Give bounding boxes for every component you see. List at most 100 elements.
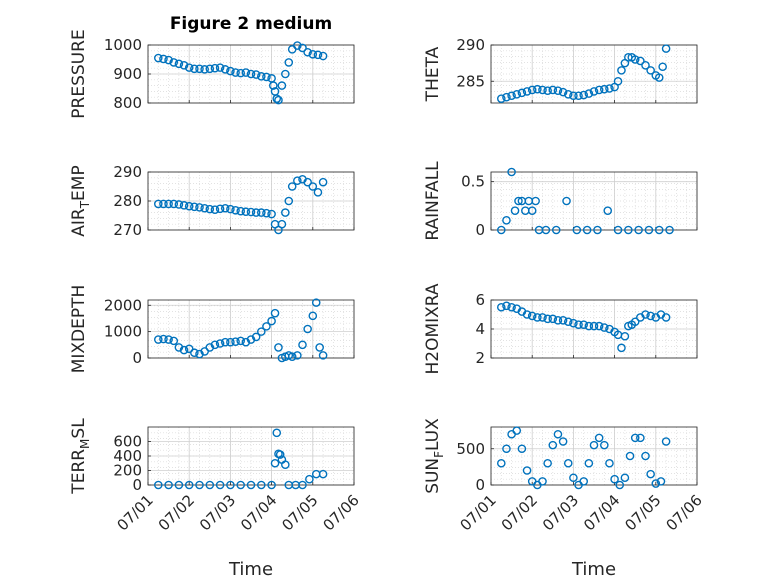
data-point [159,199,168,209]
data-point [589,87,599,96]
data-point [524,196,534,206]
data-point [246,480,256,490]
data-point [298,480,307,490]
y-tick-label: 200 [113,462,142,480]
x-tick-label: 07/05 [278,491,321,534]
panel-rainfall: 0 0.5 RAINFALL [423,161,698,241]
data-point [226,480,235,490]
data-point [215,63,225,72]
data-point [200,65,209,74]
data-point [654,73,664,82]
y-tick-label: 1000 [104,36,142,54]
data-point [251,332,261,342]
data-point [184,63,194,72]
data-point [531,196,540,206]
y-axis-label: RAINFALL [423,161,443,241]
y-axis-label: TERRMSL [69,418,92,495]
data-point [634,225,643,235]
data-point [661,313,671,322]
data-point [231,68,240,77]
data-point [646,66,655,75]
data-point [569,473,578,483]
data-point [563,90,573,99]
data-point [512,90,522,99]
data-point [620,473,630,483]
data-point [274,95,283,105]
data-point [630,317,640,327]
y-tick-label: 270 [113,221,142,239]
data-point [584,321,594,331]
data-point [305,474,314,484]
data-point [287,182,297,191]
data-point [527,311,537,321]
data-point [164,55,173,65]
data-point [543,314,552,324]
data-point [538,85,547,95]
data-point [169,58,179,67]
data-point [541,225,551,235]
data-point [553,86,563,95]
data-point [533,84,542,94]
data-point [617,66,626,75]
data-point [644,225,654,235]
data-point [241,68,251,77]
data-point [512,426,522,435]
data-point [661,437,671,446]
data-point [558,87,568,97]
data-point [522,310,532,319]
data-point [661,44,671,53]
y-axis-label: SUNFLUX [423,418,446,494]
data-point [522,87,532,96]
y-tick-label: 800 [113,94,142,112]
y-tick-label: 290 [113,163,142,181]
y-tick-label: 0 [475,476,485,494]
data-point [625,451,635,461]
data-point [507,91,516,101]
data-point [298,43,307,53]
data-point [579,320,589,329]
data-point [313,187,323,197]
data-point [277,81,287,90]
data-point [548,85,558,95]
data-point [496,302,506,312]
data-point [215,480,225,490]
data-point [527,85,537,95]
data-point [563,317,573,327]
data-point [311,469,321,479]
data-point [517,88,527,98]
data-point [281,460,290,470]
data-point [256,327,266,336]
data-point [270,458,280,468]
y-tick-label: 4 [475,320,485,338]
data-point [153,335,163,344]
data-point [593,225,602,235]
data-point [220,65,230,74]
data-point [298,340,307,350]
data-point [179,201,189,210]
data-point [226,337,235,347]
data-point [558,315,568,325]
data-point [605,84,614,93]
data-point [215,339,225,348]
data-point [164,480,173,490]
data-point [533,313,542,322]
data-point [251,70,261,79]
data-point [594,321,604,331]
data-point [236,206,245,216]
data-point [538,313,547,322]
data-point [613,76,623,86]
data-point [584,89,594,98]
data-point [617,343,626,353]
data-point [210,340,220,350]
data-point [308,182,318,191]
data-point [318,351,328,360]
data-point [496,94,506,103]
data-point [510,206,520,215]
data-point [636,56,645,66]
x-axis-label-right: Time [571,559,616,580]
data-point [315,343,324,352]
data-point [270,308,280,318]
